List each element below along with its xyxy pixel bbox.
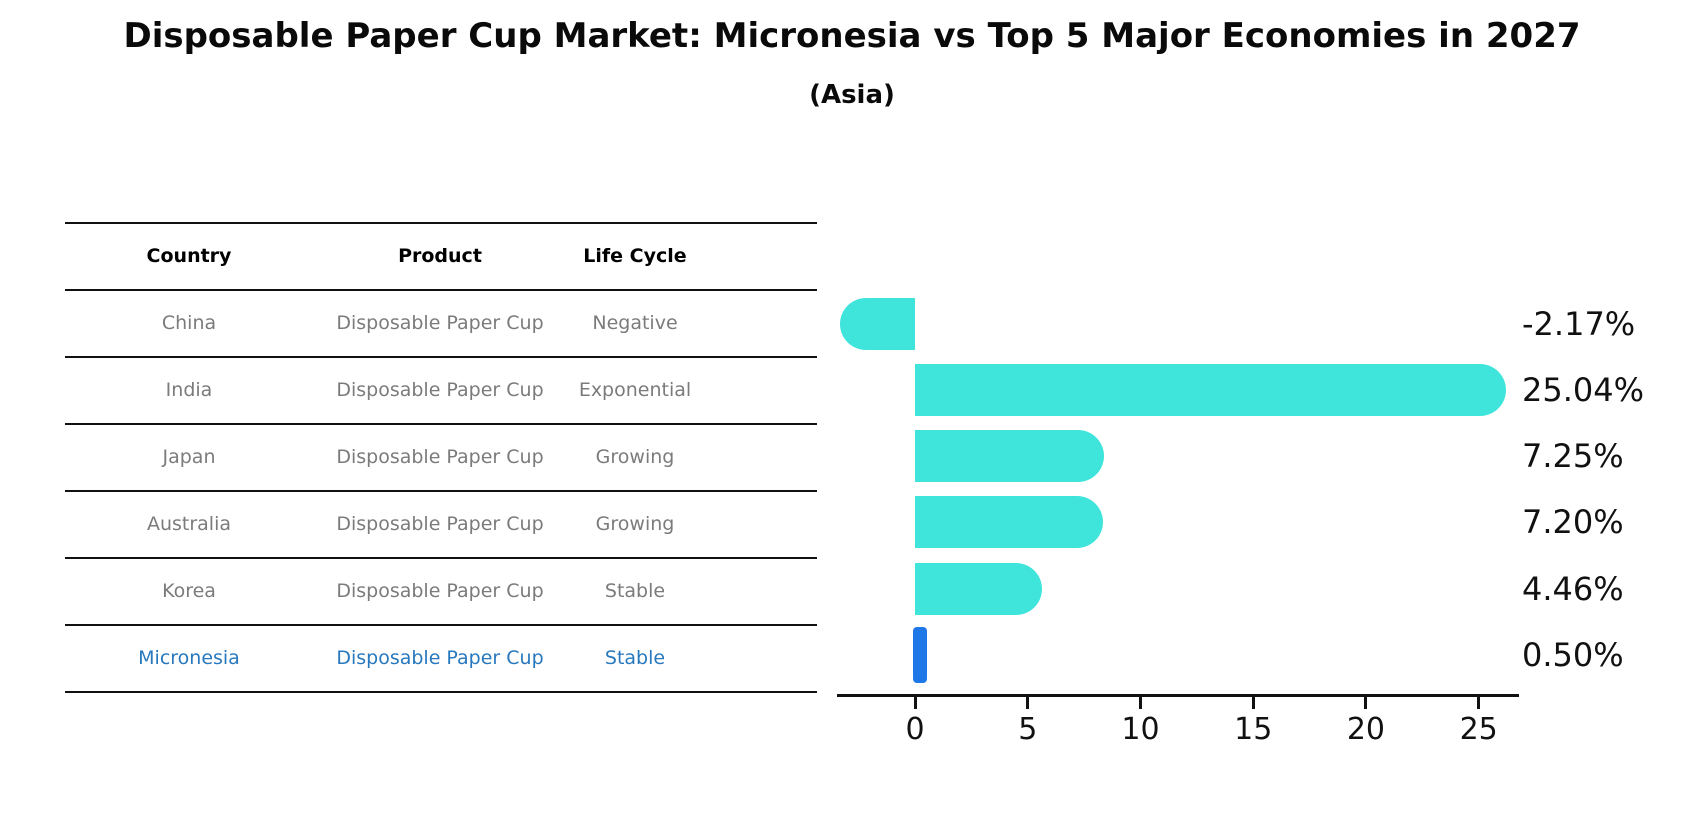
value-label-india: 25.04%	[1522, 370, 1645, 409]
x-tick-10	[1138, 697, 1142, 709]
value-label-china: -2.17%	[1522, 304, 1636, 343]
table-header-row: Country Product Life Cycle	[65, 224, 817, 291]
bar-china	[840, 297, 915, 350]
cell-country: India	[165, 379, 213, 401]
x-tick-5	[1026, 697, 1030, 709]
cell-product: Disposable Paper Cup	[336, 446, 544, 468]
cell-life-cycle: Exponential	[578, 379, 692, 401]
x-tick-0	[913, 697, 917, 709]
value-label-japan: 7.25%	[1522, 437, 1624, 476]
table-row-china: China Disposable Paper Cup Negative	[65, 291, 817, 358]
cell-life-cycle: Growing	[595, 513, 675, 535]
cell-product: Disposable Paper Cup	[336, 513, 544, 535]
table-row-india: India Disposable Paper Cup Exponential	[65, 358, 817, 425]
x-tick-label-20: 20	[1346, 712, 1386, 747]
x-tick-label-15: 15	[1234, 712, 1273, 747]
market-table: Country Product Life Cycle China Disposa…	[65, 222, 817, 693]
cell-product: Disposable Paper Cup	[336, 580, 544, 602]
bar-micronesia	[913, 627, 928, 683]
table-row-korea: Korea Disposable Paper Cup Stable	[65, 559, 817, 626]
table-row-australia: Australia Disposable Paper Cup Growing	[65, 492, 817, 559]
cell-life-cycle: Growing	[595, 446, 675, 468]
x-tick-label-5: 5	[1018, 712, 1038, 747]
cell-country: Korea	[162, 580, 216, 602]
cell-country: Micronesia	[138, 647, 240, 669]
header-cell-country: Country	[146, 245, 232, 267]
page-title: Disposable Paper Cup Market: Micronesia …	[123, 16, 1581, 56]
bar-japan	[915, 430, 1105, 483]
x-tick-15	[1251, 697, 1255, 709]
cell-country: Australia	[146, 513, 232, 535]
cell-product: Disposable Paper Cup	[336, 647, 544, 669]
cell-life-cycle: Stable	[604, 647, 666, 669]
cell-life-cycle: Stable	[604, 580, 666, 602]
cell-country: Japan	[162, 446, 216, 468]
value-label-korea: 4.46%	[1522, 569, 1624, 608]
bar-australia	[915, 496, 1104, 549]
cell-country: China	[161, 312, 217, 334]
cell-life-cycle: Negative	[592, 312, 678, 334]
cell-product: Disposable Paper Cup	[336, 379, 544, 401]
table-row-japan: Japan Disposable Paper Cup Growing	[65, 425, 817, 492]
x-tick-20	[1364, 697, 1368, 709]
bar-korea	[915, 562, 1042, 615]
x-tick-label-0: 0	[905, 712, 925, 747]
x-tick-25	[1477, 697, 1481, 709]
bar-india	[915, 363, 1506, 416]
header-cell-life-cycle: Life Cycle	[583, 245, 687, 267]
cell-product: Disposable Paper Cup	[336, 312, 544, 334]
value-label-micronesia: 0.50%	[1522, 636, 1624, 674]
x-axis	[837, 694, 1519, 697]
page-subtitle: (Asia)	[809, 80, 895, 110]
header-cell-product: Product	[398, 245, 482, 267]
x-tick-label-25: 25	[1459, 712, 1498, 747]
x-tick-label-10: 10	[1121, 712, 1160, 747]
value-label-australia: 7.20%	[1522, 503, 1624, 542]
table-row-micronesia: Micronesia Disposable Paper Cup Stable	[65, 626, 817, 693]
